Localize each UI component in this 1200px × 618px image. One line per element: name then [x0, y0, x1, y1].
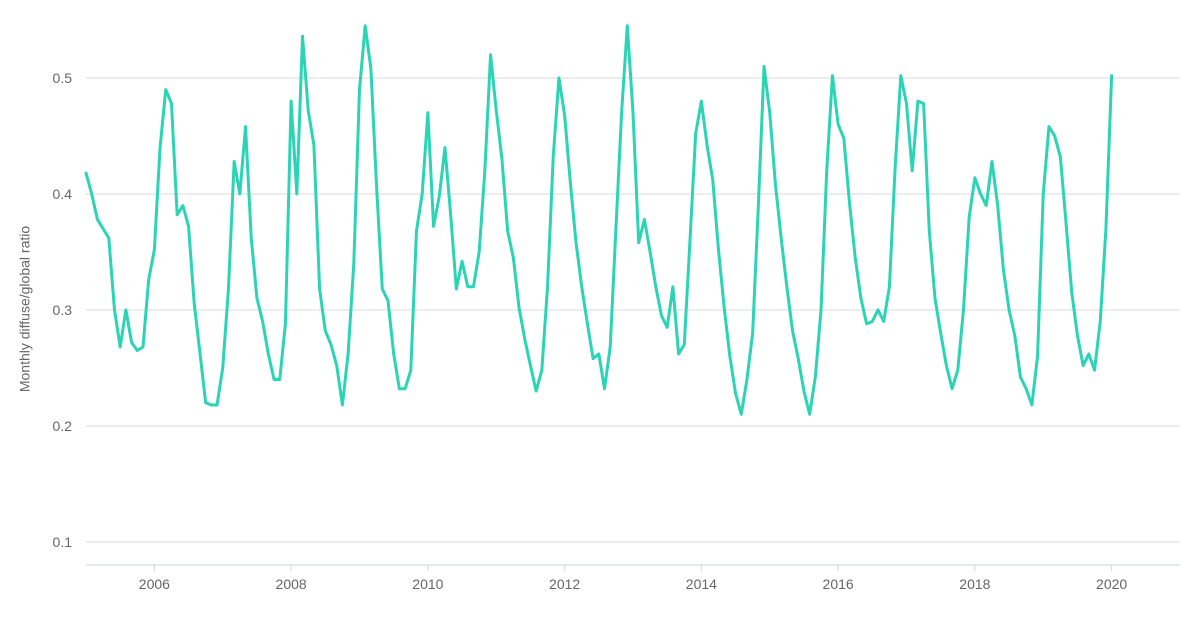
- line-chart: 2006 2008 2010 2012 2014 2016 2018 2020 0.1 0.2 0.…: [0, 0, 1200, 618]
- y-axis-label: Monthly diffuse/global ratio: [17, 226, 33, 392]
- x-tick-label: 2018: [959, 576, 990, 592]
- x-tick-label: 2012: [549, 576, 580, 592]
- y-tick-label: 0.3: [53, 302, 73, 318]
- x-tick-label: 2008: [276, 576, 307, 592]
- y-tick-label: 0.2: [53, 418, 73, 434]
- chart-container: Monthly diffuse/global ratio 2006 2008 201…: [0, 0, 1200, 618]
- y-tick-label: 0.4: [53, 186, 73, 202]
- x-tick-label: 2014: [686, 576, 717, 592]
- x-tick-label: 2006: [139, 576, 170, 592]
- y-tick-label: 0.5: [53, 70, 73, 86]
- chart-bg: [0, 0, 1200, 618]
- x-tick-label: 2020: [1096, 576, 1127, 592]
- x-tick-label: 2010: [412, 576, 443, 592]
- x-tick-label: 2016: [823, 576, 854, 592]
- y-tick-label: 0.1: [53, 534, 73, 550]
